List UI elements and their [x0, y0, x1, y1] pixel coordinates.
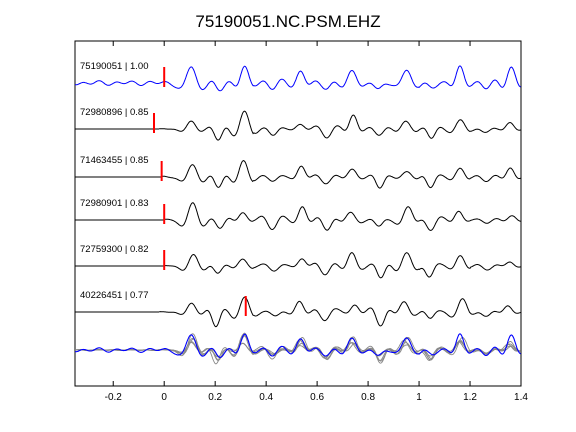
waveform-trace [164, 202, 521, 231]
trace-label: 72980901 | 0.83 [80, 198, 149, 209]
stacked-waveforms [74, 332, 521, 365]
waveform-trace [159, 110, 521, 141]
x-tick-label: -0.2 [105, 392, 123, 403]
trace-label: 72759300 | 0.82 [80, 244, 149, 255]
trace-label: 75190051 | 1.00 [80, 61, 149, 72]
plot-area-frame [74, 40, 522, 387]
x-tick-label: 1.4 [514, 392, 528, 403]
trace-label: 40226451 | 0.77 [80, 290, 149, 301]
waveform-trace [164, 252, 521, 279]
stack-reference-trace [75, 333, 521, 358]
x-tick-label: 0.4 [259, 392, 273, 403]
trace-label: 71463455 | 0.85 [80, 155, 149, 166]
x-tick-label: 0.6 [310, 392, 324, 403]
x-tick-label: 1.2 [463, 392, 477, 403]
waveform-trace [75, 65, 521, 92]
x-tick-label: 0 [161, 392, 167, 403]
waveform-trace [159, 296, 521, 328]
trace-label: 72980896 | 0.85 [80, 107, 149, 118]
x-tick-label: 1 [416, 392, 422, 403]
trace-labels: 75190051 | 1.00 72980896 | 0.85 71463455 |… [80, 61, 149, 301]
waveform-trace [161, 160, 522, 189]
x-tick-label: 0.8 [361, 392, 375, 403]
chart-title: 75190051.NC.PSM.EHZ [195, 12, 380, 31]
x-tick-label: 0.2 [208, 392, 222, 403]
pick-markers [153, 67, 247, 316]
trace-panel [75, 65, 522, 328]
x-axis: -0.2 0 0.2 0.4 0.6 0.8 1 1.2 1.4 [105, 41, 528, 403]
